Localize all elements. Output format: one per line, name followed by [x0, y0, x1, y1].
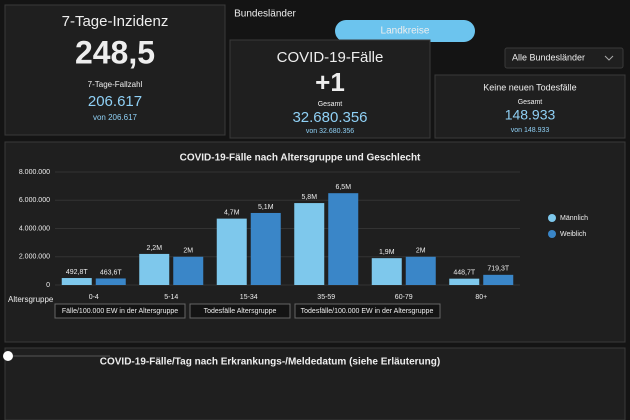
x-tick-label: 0-4 — [89, 294, 99, 301]
legend-swatch — [548, 214, 556, 222]
card — [4, 4, 226, 136]
card-title: 7-Tage-Inzidenz — [62, 13, 169, 30]
button-label[interactable]: Fälle/100.000 EW in der Altersgruppe — [62, 308, 178, 315]
value-label: 2M — [183, 248, 193, 255]
tab-active[interactable]: Landkreise — [381, 26, 430, 37]
dropdown-label[interactable]: Alle Bundesländer — [512, 52, 585, 62]
x-tick-label: 15-34 — [240, 294, 258, 301]
y-tick-label: 4.000.000 — [19, 225, 50, 232]
x-tick-label: 60-79 — [395, 294, 413, 301]
y-tick-label: 6.000.000 — [19, 197, 50, 204]
bottom-panel — [4, 347, 626, 420]
y-tick-label: 2.000.000 — [19, 254, 50, 261]
value-label: 5,1M — [258, 204, 274, 211]
card — [434, 74, 626, 139]
value-label: 1,9M — [379, 249, 395, 256]
y-tick-label: 8.000.000 — [19, 169, 50, 176]
card-main: +1 — [315, 67, 345, 97]
bar — [371, 258, 402, 285]
dropdown-arrow — [604, 55, 614, 61]
card-sub-value: 206.617 — [88, 93, 142, 110]
bar — [483, 274, 514, 285]
dropdown[interactable] — [504, 47, 624, 69]
card-sub-label: 7-Tage-Fallzahl — [88, 80, 143, 89]
bar — [449, 278, 480, 285]
card-title: COVID-19-Fälle — [277, 49, 384, 66]
tab-active-bg[interactable] — [335, 20, 475, 42]
bar — [250, 212, 281, 285]
button-label[interactable]: Todesfälle/100.000 EW in der Altersgrupp… — [301, 308, 434, 315]
x-tick-label: 35-59 — [317, 294, 335, 301]
card-sub-of: von 32.680.356 — [306, 128, 354, 135]
x-axis-label: Altersgruppe — [8, 295, 54, 304]
y-tick-label: 0 — [46, 282, 50, 289]
bar — [61, 278, 92, 285]
value-label: 463,6T — [100, 269, 123, 276]
button-label[interactable]: Todesfälle Altersgruppe — [204, 308, 277, 315]
value-label: 448,7T — [453, 270, 476, 277]
value-label: 719,3T — [487, 266, 510, 273]
value-label: 6,5M — [335, 184, 351, 191]
bar — [139, 253, 170, 285]
x-tick-label: 80+ — [475, 294, 487, 301]
button[interactable] — [189, 303, 291, 319]
chart-title: COVID-19-Fälle nach Altersgruppe und Ges… — [180, 153, 421, 164]
slider-handle[interactable] — [3, 351, 13, 361]
legend-label: Weiblich — [560, 231, 586, 238]
card-sub-value: 32.680.356 — [292, 109, 367, 126]
button[interactable] — [54, 303, 186, 319]
card — [229, 39, 431, 139]
value-label: 492,8T — [66, 269, 89, 276]
bar — [294, 203, 325, 285]
card-sub-value: 148.933 — [505, 107, 556, 123]
tab[interactable]: Bundesländer — [234, 9, 296, 20]
bar — [95, 278, 126, 285]
button[interactable] — [294, 303, 441, 319]
bar — [216, 218, 247, 285]
value-label: 5,8M — [301, 194, 317, 201]
card-sub-of: von 206.617 — [93, 113, 138, 122]
value-label: 4,7M — [224, 209, 240, 216]
bar — [328, 193, 359, 285]
bottom-title: COVID-19-Fälle/Tag nach Erkrankungs-/Mel… — [100, 357, 440, 368]
legend-swatch — [548, 230, 556, 238]
bar — [405, 256, 436, 285]
card-sub-label: Gesamt — [518, 99, 543, 106]
x-tick-label: 5-14 — [164, 294, 178, 301]
card-sub-label: Gesamt — [318, 101, 343, 108]
value-label: 2M — [416, 248, 426, 255]
card-main: 248,5 — [75, 34, 155, 70]
bar — [173, 256, 204, 285]
card-sub-of: von 148.933 — [511, 127, 550, 134]
legend-label: Männlich — [560, 215, 588, 222]
value-label: 2,2M — [146, 245, 162, 252]
card-title: Keine neuen Todesfälle — [483, 82, 576, 92]
